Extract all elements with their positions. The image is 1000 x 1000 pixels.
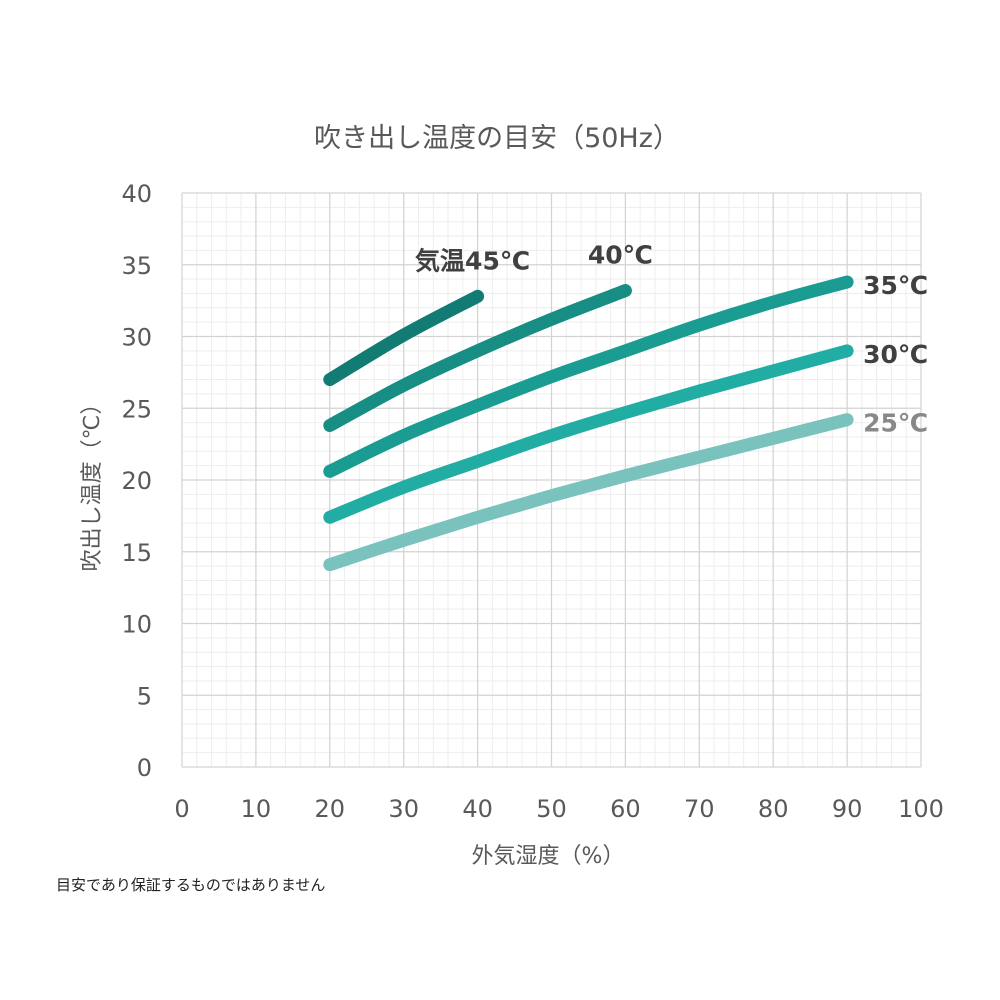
series-label: 40℃	[588, 241, 653, 270]
x-tick-label: 20	[315, 795, 346, 823]
x-axis-label: 外気湿度（%）	[472, 844, 625, 869]
x-tick-label: 70	[684, 795, 715, 823]
x-tick-label: 80	[758, 795, 789, 823]
y-tick-label: 25	[121, 395, 152, 423]
series-line	[323, 413, 854, 572]
major-grid	[181, 192, 922, 768]
y-tick-label: 20	[121, 467, 152, 495]
x-tick-label: 60	[610, 795, 641, 823]
chart-title: 吹き出し温度の目安（50Hz）	[314, 123, 680, 154]
series-line	[323, 275, 854, 478]
y-tick-label: 30	[121, 324, 152, 352]
x-tick-label: 40	[462, 795, 493, 823]
y-axis-ticks: 0 5 10 15 20 25 30 35 40	[121, 180, 152, 782]
series-line	[323, 344, 854, 524]
footnote: 目安であり保証するものではありません	[56, 876, 325, 894]
x-axis-ticks: 0 10 20 30 40 50 60 70 80 90 100	[174, 795, 944, 823]
y-axis-label: 吹出し温度（℃）	[80, 393, 105, 572]
series-label: 35℃	[863, 271, 928, 300]
x-tick-label: 90	[832, 795, 863, 823]
x-tick-label: 0	[174, 795, 189, 823]
x-tick-label: 100	[898, 795, 944, 823]
y-tick-label: 5	[137, 682, 152, 710]
y-tick-label: 40	[121, 180, 152, 208]
series-line	[323, 284, 632, 432]
series-label: 25℃	[863, 409, 928, 438]
x-tick-label: 50	[536, 795, 567, 823]
series-label: 気温45℃	[415, 246, 530, 275]
x-tick-label: 30	[388, 795, 419, 823]
series-labels: 気温45℃ 40℃ 35℃ 30℃ 25℃	[415, 241, 928, 438]
series-line	[323, 289, 485, 387]
y-tick-label: 15	[121, 539, 152, 567]
series-label: 30℃	[863, 340, 928, 369]
y-tick-label: 0	[137, 754, 152, 782]
series-lines	[323, 275, 854, 572]
y-tick-label: 10	[121, 611, 152, 639]
x-tick-label: 10	[241, 795, 272, 823]
y-tick-label: 35	[121, 252, 152, 280]
